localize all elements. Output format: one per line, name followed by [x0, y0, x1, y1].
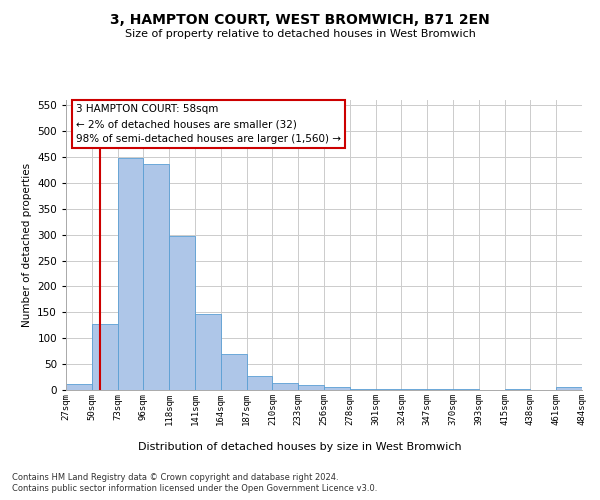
Bar	[272, 383, 298, 390]
Bar	[247, 376, 272, 390]
Bar	[118, 158, 143, 390]
Bar	[169, 236, 195, 390]
Text: Size of property relative to detached houses in West Bromwich: Size of property relative to detached ho…	[125, 29, 475, 39]
Bar	[556, 387, 582, 390]
Text: 3, HAMPTON COURT, WEST BROMWICH, B71 2EN: 3, HAMPTON COURT, WEST BROMWICH, B71 2EN	[110, 12, 490, 26]
Bar	[195, 314, 221, 390]
Text: 3 HAMPTON COURT: 58sqm
← 2% of detached houses are smaller (32)
98% of semi-deta: 3 HAMPTON COURT: 58sqm ← 2% of detached …	[76, 104, 341, 144]
Y-axis label: Number of detached properties: Number of detached properties	[22, 163, 32, 327]
Bar	[350, 389, 376, 390]
Bar	[221, 354, 247, 390]
Text: Contains public sector information licensed under the Open Government Licence v3: Contains public sector information licen…	[12, 484, 377, 493]
Bar	[324, 387, 350, 390]
Bar	[66, 384, 92, 390]
Bar	[92, 324, 118, 390]
Bar	[143, 164, 169, 390]
Text: Distribution of detached houses by size in West Bromwich: Distribution of detached houses by size …	[138, 442, 462, 452]
Bar	[298, 386, 324, 390]
Text: Contains HM Land Registry data © Crown copyright and database right 2024.: Contains HM Land Registry data © Crown c…	[12, 472, 338, 482]
